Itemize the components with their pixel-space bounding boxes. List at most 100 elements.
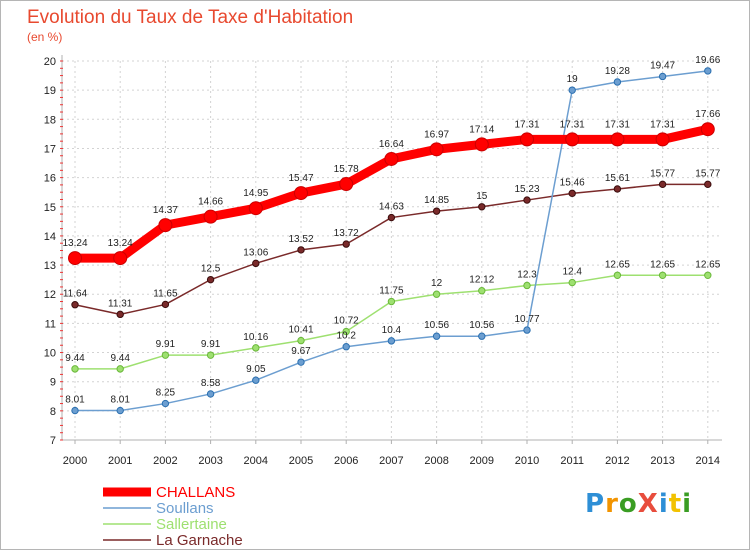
axes xyxy=(60,55,722,441)
data-label: 17.31 xyxy=(605,119,630,130)
legend-label: Soullans xyxy=(156,500,214,517)
data-point xyxy=(523,281,531,290)
data-point xyxy=(523,326,531,334)
data-label: 12 xyxy=(431,278,443,289)
data-point xyxy=(613,185,622,193)
data-point xyxy=(68,251,82,266)
legend-label: CHALLANS xyxy=(156,484,235,501)
data-point xyxy=(387,337,396,345)
data-point xyxy=(655,132,670,147)
data-point xyxy=(71,365,79,373)
data-point xyxy=(432,290,441,298)
data-label: 12.3 xyxy=(517,269,537,280)
data-label: 12.65 xyxy=(605,259,630,270)
x-tick-label: 2011 xyxy=(560,455,584,467)
data-label: 17.66 xyxy=(695,109,720,120)
chart-subtitle: (en %) xyxy=(27,30,63,44)
x-tick-label: 2003 xyxy=(198,455,222,467)
logo-letter: X xyxy=(637,489,659,519)
legend-label: Sallertaine xyxy=(156,516,227,533)
data-label: 15.77 xyxy=(650,168,675,179)
y-tick-label: 10 xyxy=(44,348,56,360)
y-tick-label: 11 xyxy=(45,318,56,330)
data-label: 12.5 xyxy=(201,264,221,275)
y-tick-label: 18 xyxy=(44,114,56,126)
data-label: 15.23 xyxy=(514,184,539,195)
data-label: 15.47 xyxy=(288,173,313,184)
y-tick-label: 17 xyxy=(44,143,56,155)
y-tick-label: 16 xyxy=(44,173,56,185)
data-point xyxy=(478,287,486,295)
data-label: 13.06 xyxy=(243,247,268,258)
y-tick-label: 15 xyxy=(44,202,56,214)
data-label: 13.24 xyxy=(62,238,87,249)
data-point xyxy=(387,213,396,222)
data-label: 16.64 xyxy=(379,139,404,150)
data-label: 10.16 xyxy=(243,332,268,343)
data-label: 10.56 xyxy=(424,320,449,331)
data-point xyxy=(432,332,441,340)
data-label: 9.91 xyxy=(201,339,221,350)
y-tick-label: 19 xyxy=(44,85,56,97)
data-label: 13.52 xyxy=(288,234,313,245)
x-tick-label: 2007 xyxy=(379,455,403,467)
data-point xyxy=(248,201,263,216)
data-label: 10.56 xyxy=(469,320,494,331)
data-point xyxy=(206,390,215,398)
x-tick-label: 2012 xyxy=(605,455,629,467)
logo-letter: t xyxy=(668,489,683,519)
data-point xyxy=(613,271,622,279)
data-label: 15.77 xyxy=(695,168,720,179)
data-label: 12.4 xyxy=(562,267,582,278)
data-point xyxy=(704,180,712,189)
data-label: 15.46 xyxy=(560,177,585,188)
data-label: 10.4 xyxy=(382,325,402,336)
data-point xyxy=(432,207,441,215)
data-label: 14.95 xyxy=(243,188,268,199)
data-point xyxy=(658,72,667,81)
y-tick-label: 7 xyxy=(50,435,56,447)
data-point xyxy=(523,196,531,204)
data-point xyxy=(116,406,124,415)
data-label: 14.66 xyxy=(198,197,223,208)
data-point xyxy=(342,343,350,351)
data-point xyxy=(206,351,215,359)
y-tick-label: 12 xyxy=(44,289,56,301)
data-point xyxy=(700,122,715,137)
data-point xyxy=(339,177,354,192)
data-point xyxy=(71,406,79,415)
data-point xyxy=(704,67,712,75)
data-label: 11.75 xyxy=(379,286,404,297)
data-label: 12.65 xyxy=(650,259,675,270)
data-point xyxy=(116,310,124,319)
data-label: 8.01 xyxy=(65,395,85,406)
data-label: 17.31 xyxy=(560,119,585,130)
data-point xyxy=(478,332,486,340)
data-label: 9.67 xyxy=(291,346,311,357)
logo-letter: P xyxy=(585,489,606,519)
y-tick-label: 14 xyxy=(44,231,56,243)
data-point xyxy=(658,271,667,279)
y-tick-label: 13 xyxy=(44,260,56,272)
data-point xyxy=(158,218,173,233)
data-point xyxy=(429,142,444,157)
data-point xyxy=(387,297,396,306)
data-point xyxy=(478,203,486,211)
data-label: 14.85 xyxy=(424,195,449,206)
data-label: 14.37 xyxy=(153,205,178,216)
data-label: 8.58 xyxy=(201,378,221,389)
x-tick-label: 2008 xyxy=(424,455,448,467)
x-tick-label: 2001 xyxy=(108,455,132,467)
x-tick-label: 2013 xyxy=(650,455,674,467)
y-tick-label: 9 xyxy=(50,377,56,389)
data-label: 10.77 xyxy=(514,314,539,325)
data-label: 15 xyxy=(476,191,488,202)
data-point xyxy=(252,376,260,384)
data-label: 19.66 xyxy=(695,55,720,66)
data-label: 13.72 xyxy=(334,228,359,239)
data-label: 9.44 xyxy=(110,353,130,364)
data-point xyxy=(384,151,399,166)
data-label: 8.25 xyxy=(156,388,176,399)
